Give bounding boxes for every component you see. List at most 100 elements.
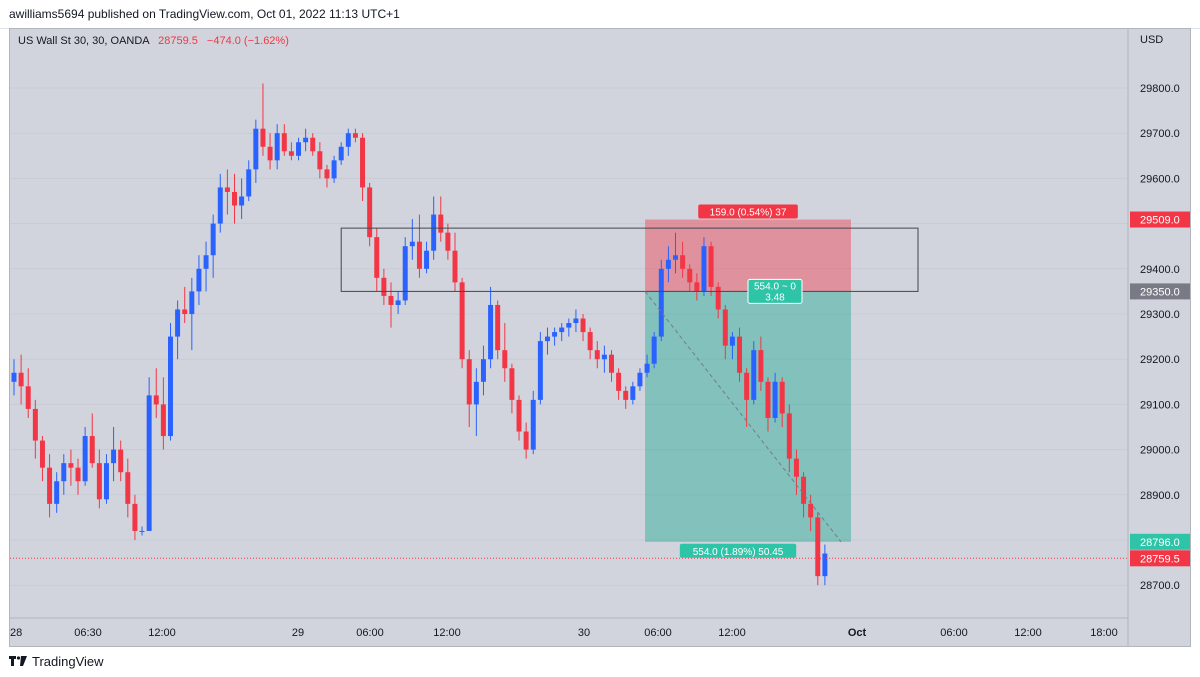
x-tick-label: 30 xyxy=(578,627,590,639)
candle-body xyxy=(431,214,437,251)
candle-body xyxy=(715,286,721,310)
candle-body xyxy=(673,255,679,260)
candle-body xyxy=(509,368,515,400)
candle-body xyxy=(118,449,124,473)
candle-body xyxy=(523,431,529,450)
candle-body xyxy=(544,336,550,342)
candle-body xyxy=(466,359,472,405)
x-tick-label: 06:00 xyxy=(356,627,384,639)
y-tick-label: 29100.0 xyxy=(1140,399,1180,411)
change-legend: −474.0 (−1.62%) xyxy=(207,35,289,47)
candle-body xyxy=(502,350,508,369)
candle-body xyxy=(146,395,152,531)
price-tag-bg xyxy=(1130,283,1190,300)
candle-body xyxy=(96,463,102,500)
candle-body xyxy=(808,503,814,518)
y-tick-label: 28700.0 xyxy=(1140,580,1180,592)
candle-body xyxy=(331,160,337,179)
candle-body xyxy=(516,399,522,432)
y-tick-label: 28900.0 xyxy=(1140,490,1180,502)
candle-body xyxy=(694,282,700,292)
candle-body xyxy=(801,476,807,504)
candle-body xyxy=(167,336,173,437)
candle-body xyxy=(217,187,223,224)
candle-body xyxy=(665,259,671,269)
candle-body xyxy=(616,372,622,391)
candle-body xyxy=(47,467,53,504)
candle-body xyxy=(395,300,401,305)
candle-body xyxy=(75,467,81,482)
price-tag-text: 29509.0 xyxy=(1140,215,1180,227)
candle-body xyxy=(153,395,159,405)
x-tick-label: 12:00 xyxy=(433,627,461,639)
price-tag-text: 28759.5 xyxy=(1140,553,1180,565)
footer xyxy=(0,647,1200,677)
target-label-bg xyxy=(679,543,797,558)
candle-body xyxy=(11,372,17,382)
y-tick-label: 29700.0 xyxy=(1140,128,1180,140)
price-tag: 28759.5 xyxy=(1130,550,1190,567)
last-price-legend: 28759.5 xyxy=(158,35,198,47)
y-tick-label: 29600.0 xyxy=(1140,173,1180,185)
x-tick-label: 28 xyxy=(10,627,22,639)
candle-body xyxy=(281,133,287,152)
candle-body xyxy=(409,241,415,247)
candle-body xyxy=(623,390,629,400)
candle-body xyxy=(438,214,444,233)
candle-body xyxy=(39,440,45,468)
tradingview-logo[interactable]: TradingView xyxy=(9,654,104,669)
candle-body xyxy=(452,250,458,283)
candle-body xyxy=(224,187,230,192)
candle-body xyxy=(61,463,67,482)
tradingview-logo-icon xyxy=(9,656,27,666)
stop-zone xyxy=(645,219,851,292)
candle-body xyxy=(680,255,686,269)
candle-body xyxy=(751,350,757,400)
ratio-label-bg xyxy=(747,278,803,304)
price-tag: 29350.0 xyxy=(1130,283,1190,300)
symbol-legend: US Wall St 30, 30, OANDA 28759.5 −474.0 … xyxy=(18,35,289,47)
price-tag-bg xyxy=(1130,533,1190,550)
ratio-label-2: 3.48 xyxy=(765,292,785,303)
stop-label-text: 159.0 (0.54%) 37 xyxy=(710,208,787,219)
candle-body xyxy=(232,191,237,206)
zone-rectangle xyxy=(340,227,919,292)
candle-body xyxy=(402,246,408,301)
stop-label-bg xyxy=(698,204,798,219)
candle-body xyxy=(246,169,252,197)
x-tick-label: 29 xyxy=(292,627,304,639)
candle-body xyxy=(559,327,565,333)
y-tick-label: 29000.0 xyxy=(1140,445,1180,457)
candle-body xyxy=(103,463,109,500)
candle-body xyxy=(772,381,778,418)
x-tick-label: 06:00 xyxy=(940,627,968,639)
chart-panel[interactable]: 159.0 (0.54%) 37 554.0 (1.89%) 50.45 554.0… xyxy=(9,28,1191,647)
candle-body xyxy=(210,223,216,256)
candle-body xyxy=(822,553,828,577)
x-tick-label: 12:00 xyxy=(718,627,746,639)
y-tick-label: 29400.0 xyxy=(1140,264,1180,276)
candle-body xyxy=(189,291,195,314)
price-tag-bg xyxy=(1130,211,1190,228)
candle-body xyxy=(267,146,273,161)
y-tick-label: 29300.0 xyxy=(1140,309,1180,321)
candle-body xyxy=(793,458,799,477)
candle-body xyxy=(530,399,536,450)
candlestick-chart[interactable]: 159.0 (0.54%) 37 554.0 (1.89%) 50.45 554.0… xyxy=(10,29,1190,646)
candle-body xyxy=(480,359,486,382)
candle-body xyxy=(573,318,579,324)
x-tick-label: Oct xyxy=(848,627,867,639)
candle-body xyxy=(125,472,131,504)
x-tick-label: 06:30 xyxy=(74,627,102,639)
ratio-label-1: 554.0 ~ 0 xyxy=(754,281,796,292)
stop-label: 159.0 (0.54%) 37 xyxy=(698,204,798,219)
candle-body xyxy=(160,404,166,437)
trade-line xyxy=(644,291,842,543)
price-tag-bg xyxy=(1130,550,1190,567)
candle-body xyxy=(54,481,60,504)
candle-body xyxy=(566,323,572,328)
candle-body xyxy=(416,241,422,269)
candle-body xyxy=(644,363,650,373)
candle-body xyxy=(324,169,330,179)
candle-body xyxy=(175,309,181,337)
